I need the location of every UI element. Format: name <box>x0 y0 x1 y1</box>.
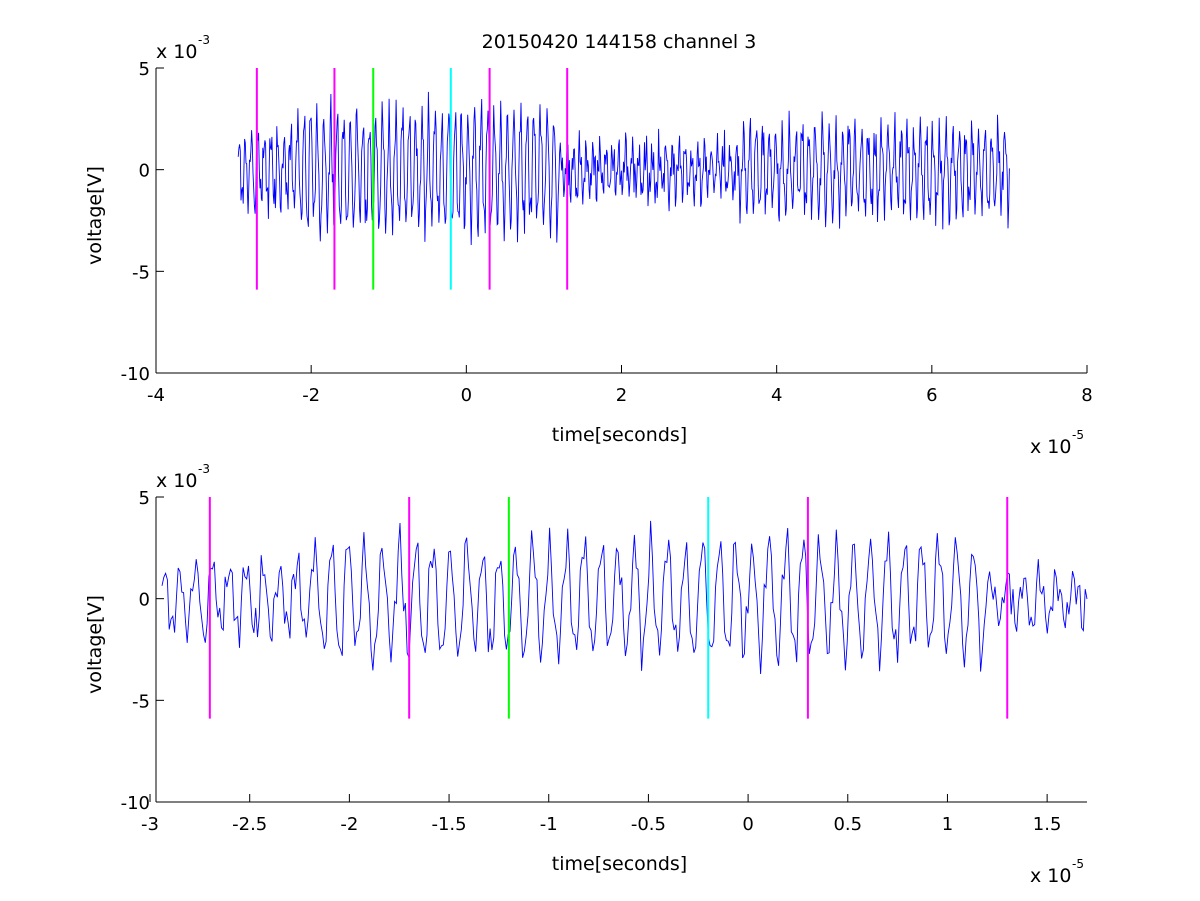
y-tick-label: 5 <box>139 59 150 80</box>
y-tick-label: -10 <box>121 364 150 385</box>
y-multiplier-exponent: -3 <box>198 33 210 47</box>
x-tick-label: 4 <box>771 385 782 406</box>
x-tick-label: 6 <box>926 385 937 406</box>
y-axis-label: voltage[V] <box>84 166 106 265</box>
y-tick-label: -5 <box>132 691 150 712</box>
x-multiplier-exponent: -5 <box>1072 857 1084 871</box>
x-multiplier: x 10 <box>1030 436 1071 458</box>
y-multiplier-exponent: -3 <box>198 462 210 476</box>
figure-title: 20150420 144158 channel 3 <box>482 31 757 53</box>
x-axis-label: time[seconds] <box>552 853 687 875</box>
x-tick-label: 0.5 <box>833 814 862 835</box>
x-tick-label: -1 <box>540 814 558 835</box>
x-tick-label: 1 <box>942 814 953 835</box>
signal-line <box>237 91 1010 246</box>
x-tick-label: -3 <box>141 814 159 835</box>
y-tick-label: -5 <box>132 262 150 283</box>
x-tick-label: 1.5 <box>1033 814 1062 835</box>
y-multiplier: x 10 <box>156 41 197 63</box>
x-tick-label: -2.5 <box>232 814 267 835</box>
x-tick-label: 0 <box>742 814 753 835</box>
x-tick-label: 2 <box>616 385 627 406</box>
x-axis-label: time[seconds] <box>552 424 687 446</box>
x-tick-label: -0.5 <box>631 814 666 835</box>
x-tick-label: 8 <box>1081 385 1092 406</box>
x-multiplier: x 10 <box>1030 865 1071 887</box>
y-multiplier: x 10 <box>156 470 197 492</box>
y-axis-label: voltage[V] <box>84 595 106 694</box>
y-tick-label: 0 <box>139 590 150 611</box>
x-tick-label: -2 <box>340 814 358 835</box>
x-tick-label: -4 <box>147 385 165 406</box>
x-tick-label: -1.5 <box>431 814 466 835</box>
y-tick-label: -10 <box>121 793 150 814</box>
y-tick-label: 0 <box>139 161 150 182</box>
y-tick-label: 5 <box>139 488 150 509</box>
x-tick-label: 0 <box>461 385 472 406</box>
x-tick-label: -2 <box>302 385 320 406</box>
x-multiplier-exponent: -5 <box>1072 428 1084 442</box>
signal-line <box>161 520 1088 675</box>
